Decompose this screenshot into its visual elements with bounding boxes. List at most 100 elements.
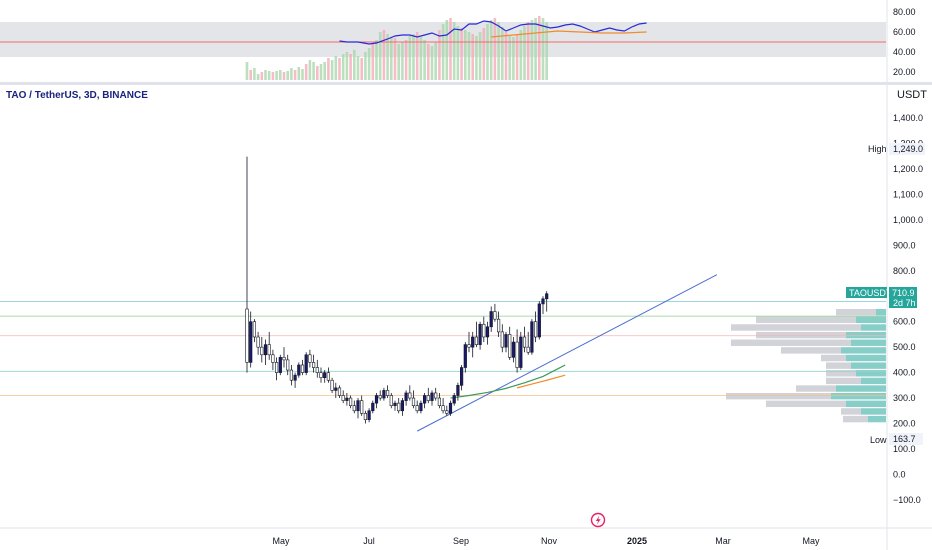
volume-bar xyxy=(297,67,301,80)
volume-bar xyxy=(345,52,349,80)
time-tick-label: Mar xyxy=(715,536,731,546)
volume-bar xyxy=(364,52,367,80)
price-tick-label: 100.0 xyxy=(893,444,916,454)
time-axis[interactable]: May Jul Sep Nov 2025 Mar May xyxy=(272,536,820,546)
candle-body xyxy=(393,402,397,406)
price-axis[interactable]: 1,400.01,300.01,200.01,100.01,000.0900.0… xyxy=(893,113,923,505)
candle-body xyxy=(471,336,475,348)
candle-body xyxy=(493,311,497,320)
volume-bar xyxy=(482,28,486,80)
volume-profile-up xyxy=(841,347,886,354)
volume-bar xyxy=(267,71,271,80)
volume-bar xyxy=(349,54,352,80)
volume-bar xyxy=(316,66,319,80)
candle-body xyxy=(400,400,405,412)
time-tick-label: Sep xyxy=(453,536,469,546)
volume-bar xyxy=(282,72,286,80)
candle-body xyxy=(256,336,260,348)
candle-body xyxy=(496,318,501,333)
volume-profile-up xyxy=(868,415,886,423)
volume-bar xyxy=(319,64,323,80)
time-tick-label: 2025 xyxy=(627,536,647,546)
candle-body xyxy=(274,362,279,373)
high-marker: High 1,249.0 xyxy=(868,143,925,155)
volume-bar xyxy=(386,34,389,80)
volume-bar xyxy=(449,18,452,80)
candle-body xyxy=(323,372,327,378)
volume-profile-up xyxy=(861,324,886,331)
volume-bar xyxy=(415,32,419,80)
volume-bar xyxy=(530,20,534,80)
indicator-pane: 80.00 60.00 40.00 20.00 xyxy=(0,7,916,80)
candle-body xyxy=(415,405,419,412)
pane-separator[interactable] xyxy=(0,82,932,85)
symbol-title[interactable]: TAO / TetherUS, 3D, BINANCE xyxy=(6,90,148,101)
volume-profile-up xyxy=(846,400,886,408)
volume-profile-down xyxy=(841,408,861,415)
candle-body xyxy=(437,397,442,406)
price-tick-label: 800.0 xyxy=(893,266,916,276)
currency-label[interactable]: USDT xyxy=(897,89,927,101)
candle-body xyxy=(289,369,294,381)
candle-body xyxy=(426,395,430,401)
volume-profile-down xyxy=(796,385,836,392)
price-tick-label: 1,100.0 xyxy=(893,190,923,200)
volume-bar xyxy=(430,46,434,80)
candle-body xyxy=(352,405,356,412)
candle-body xyxy=(378,395,382,399)
volume-bar xyxy=(545,22,548,80)
candle-body xyxy=(297,364,301,376)
price-tick-label: 300.0 xyxy=(893,393,916,403)
candle-body xyxy=(300,364,305,373)
candle-body xyxy=(474,336,479,345)
volume-bar xyxy=(271,72,275,80)
volume-profile-down xyxy=(826,362,851,369)
candle-body xyxy=(334,387,338,391)
volume-bar xyxy=(338,58,341,80)
candle-body xyxy=(452,395,456,404)
volume-bars xyxy=(245,16,548,80)
volume-bar xyxy=(323,62,326,80)
volume-bar xyxy=(478,32,482,80)
price-tick-label: 200.0 xyxy=(893,418,916,428)
candle-body xyxy=(389,395,393,406)
rsi-line xyxy=(339,20,647,45)
candle-body xyxy=(286,359,290,371)
trendline[interactable] xyxy=(416,274,718,432)
volume-bar xyxy=(312,62,315,80)
volume-bar xyxy=(279,70,282,80)
candle-body xyxy=(397,402,401,412)
volume-profile-down xyxy=(731,324,861,331)
volume-profile-down xyxy=(731,339,851,346)
volume-bar xyxy=(264,70,267,80)
lightning-icon[interactable] xyxy=(590,512,606,528)
candle-body xyxy=(363,413,368,420)
moving-average-orange xyxy=(516,374,566,389)
volume-bar xyxy=(404,40,408,80)
candle-body xyxy=(304,354,308,373)
candle-body xyxy=(537,303,541,338)
volume-profile-up xyxy=(831,392,886,400)
high-label: High xyxy=(868,144,887,154)
volume-bar xyxy=(423,40,426,80)
volume-bar xyxy=(360,58,363,80)
rsi-ma-line xyxy=(491,30,647,38)
candle-body xyxy=(411,397,416,406)
low-value-bg xyxy=(889,433,923,445)
price-tick-label: 0.0 xyxy=(893,469,906,479)
high-value-bg xyxy=(889,143,925,155)
volume-bar xyxy=(519,30,523,80)
candle-body xyxy=(385,390,390,396)
volume-profile-down xyxy=(766,400,846,408)
volume-bar xyxy=(512,37,515,80)
volume-bar xyxy=(382,30,386,80)
time-tick-label: Nov xyxy=(541,536,558,546)
volume-bar xyxy=(249,70,252,80)
volume-bar xyxy=(445,20,449,80)
candle-body xyxy=(330,379,334,391)
volume-bar xyxy=(334,56,338,80)
volume-bar xyxy=(401,42,404,80)
volume-profile-down xyxy=(781,347,841,354)
volume-bar xyxy=(541,18,545,80)
